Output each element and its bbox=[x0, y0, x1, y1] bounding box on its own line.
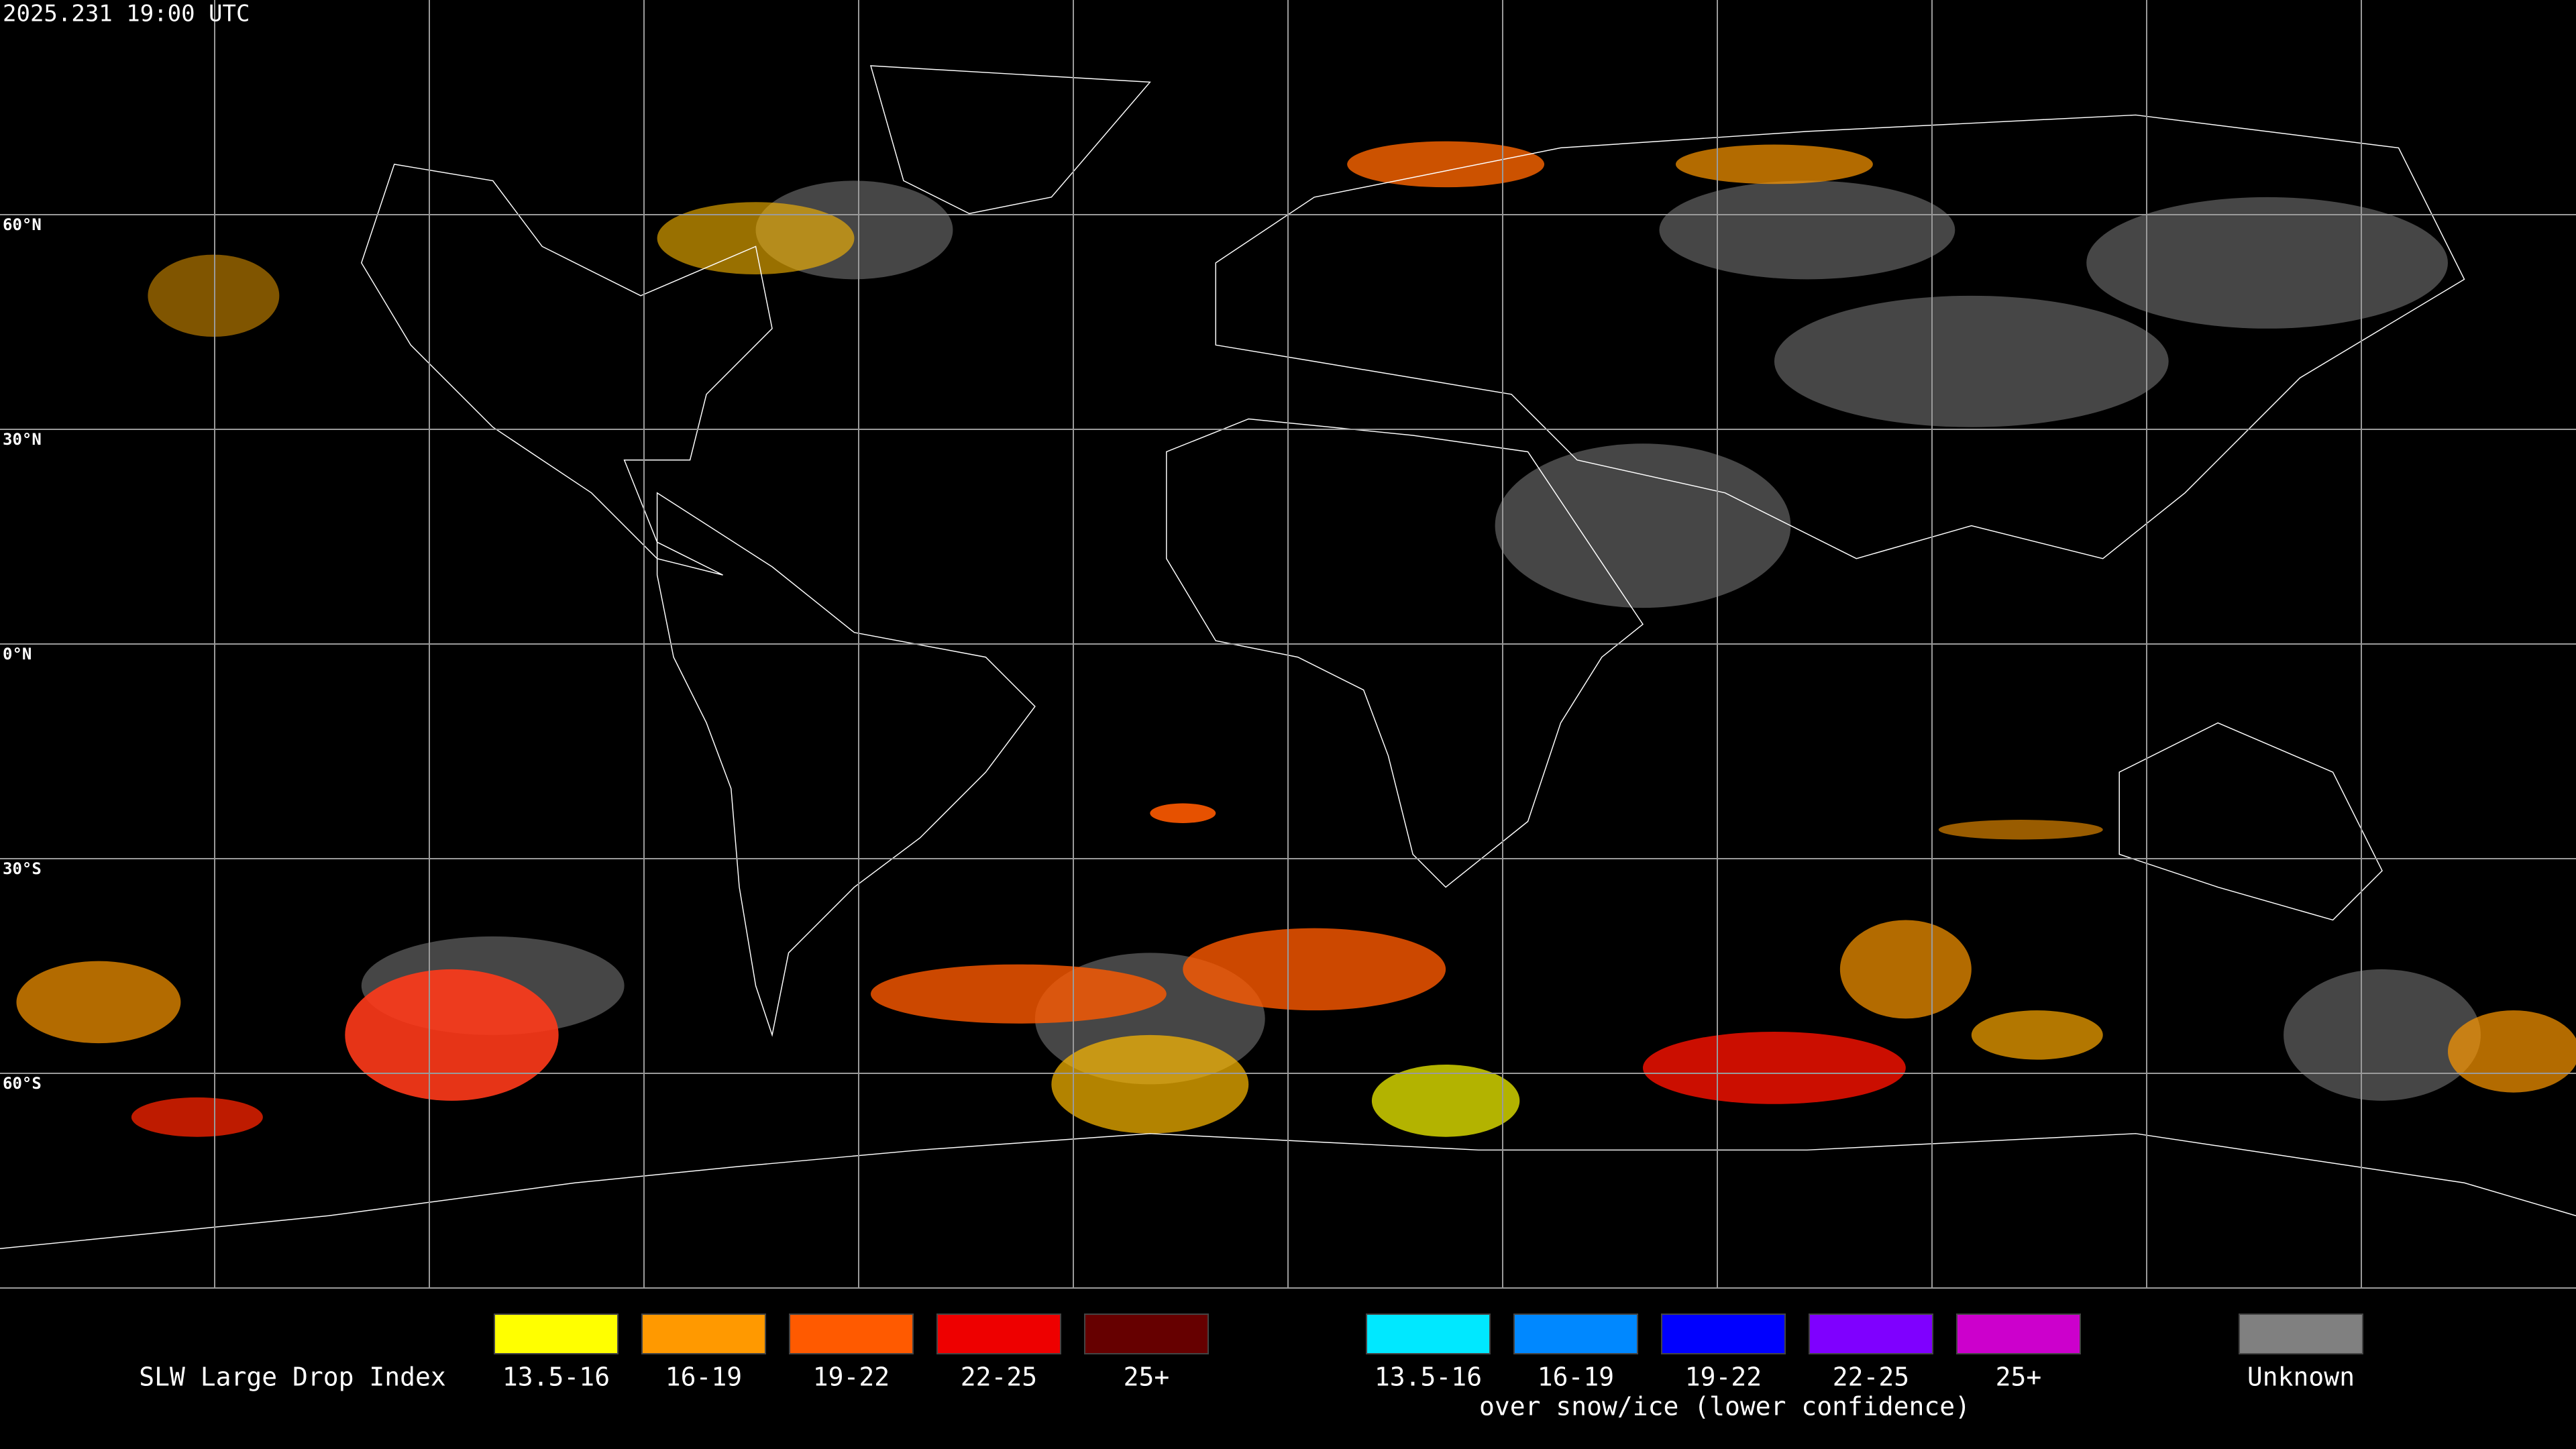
graticule: 60°N 30°N 0°N 30°S 60°S bbox=[0, 0, 2576, 1289]
snow-legend-swatch-label: 13.5-16 bbox=[1375, 1362, 1482, 1392]
snow-legend-swatch-label: 22-25 bbox=[1833, 1362, 1909, 1392]
legend-swatch-label: 16-19 bbox=[665, 1362, 742, 1392]
drop-index-clouds bbox=[16, 141, 2576, 1137]
lat-label: 60°N bbox=[3, 215, 42, 234]
timestamp: 2025.231 19:00 UTC bbox=[3, 1, 250, 28]
unknown-swatch bbox=[2239, 1313, 2363, 1354]
snow-legend-swatch-label: 25+ bbox=[1996, 1362, 2042, 1392]
coastlines bbox=[0, 65, 2576, 1249]
snow-legend-swatch bbox=[1956, 1313, 2081, 1354]
legend-swatch bbox=[494, 1313, 619, 1354]
unknown-swatch-label: Unknown bbox=[2247, 1362, 2355, 1392]
snow-caption: over snow/ice (lower confidence) bbox=[1479, 1392, 1970, 1421]
legend: 13.5-16 16-19 19-22 22-25 25+ 13.5-16 16-19 19-… bbox=[494, 1313, 2363, 1392]
snow-legend-swatch bbox=[1366, 1313, 1491, 1354]
legend-swatch bbox=[936, 1313, 1061, 1354]
lat-label: 0°N bbox=[3, 645, 32, 663]
legend-swatch bbox=[789, 1313, 914, 1354]
snow-legend-swatch-label: 19-22 bbox=[1685, 1362, 1762, 1392]
lat-label: 60°S bbox=[3, 1074, 42, 1093]
lat-label: 30°S bbox=[3, 859, 42, 878]
legend-swatch-label: 22-25 bbox=[961, 1362, 1037, 1392]
map-imagery bbox=[0, 65, 2576, 1249]
legend-swatch bbox=[641, 1313, 766, 1354]
legend-swatch-label: 19-22 bbox=[813, 1362, 890, 1392]
snow-legend-swatch bbox=[1809, 1313, 1933, 1354]
snow-legend-swatch bbox=[1513, 1313, 1638, 1354]
legend-swatch-label: 25+ bbox=[1124, 1362, 1170, 1392]
legend-swatch bbox=[1084, 1313, 1209, 1354]
snow-legend-swatch bbox=[1661, 1313, 1786, 1354]
legend-swatch-label: 13.5-16 bbox=[502, 1362, 610, 1392]
snow-legend-swatch-label: 16-19 bbox=[1538, 1362, 1614, 1392]
legend-title: SLW Large Drop Index bbox=[139, 1362, 446, 1392]
lat-label: 30°N bbox=[3, 430, 42, 449]
